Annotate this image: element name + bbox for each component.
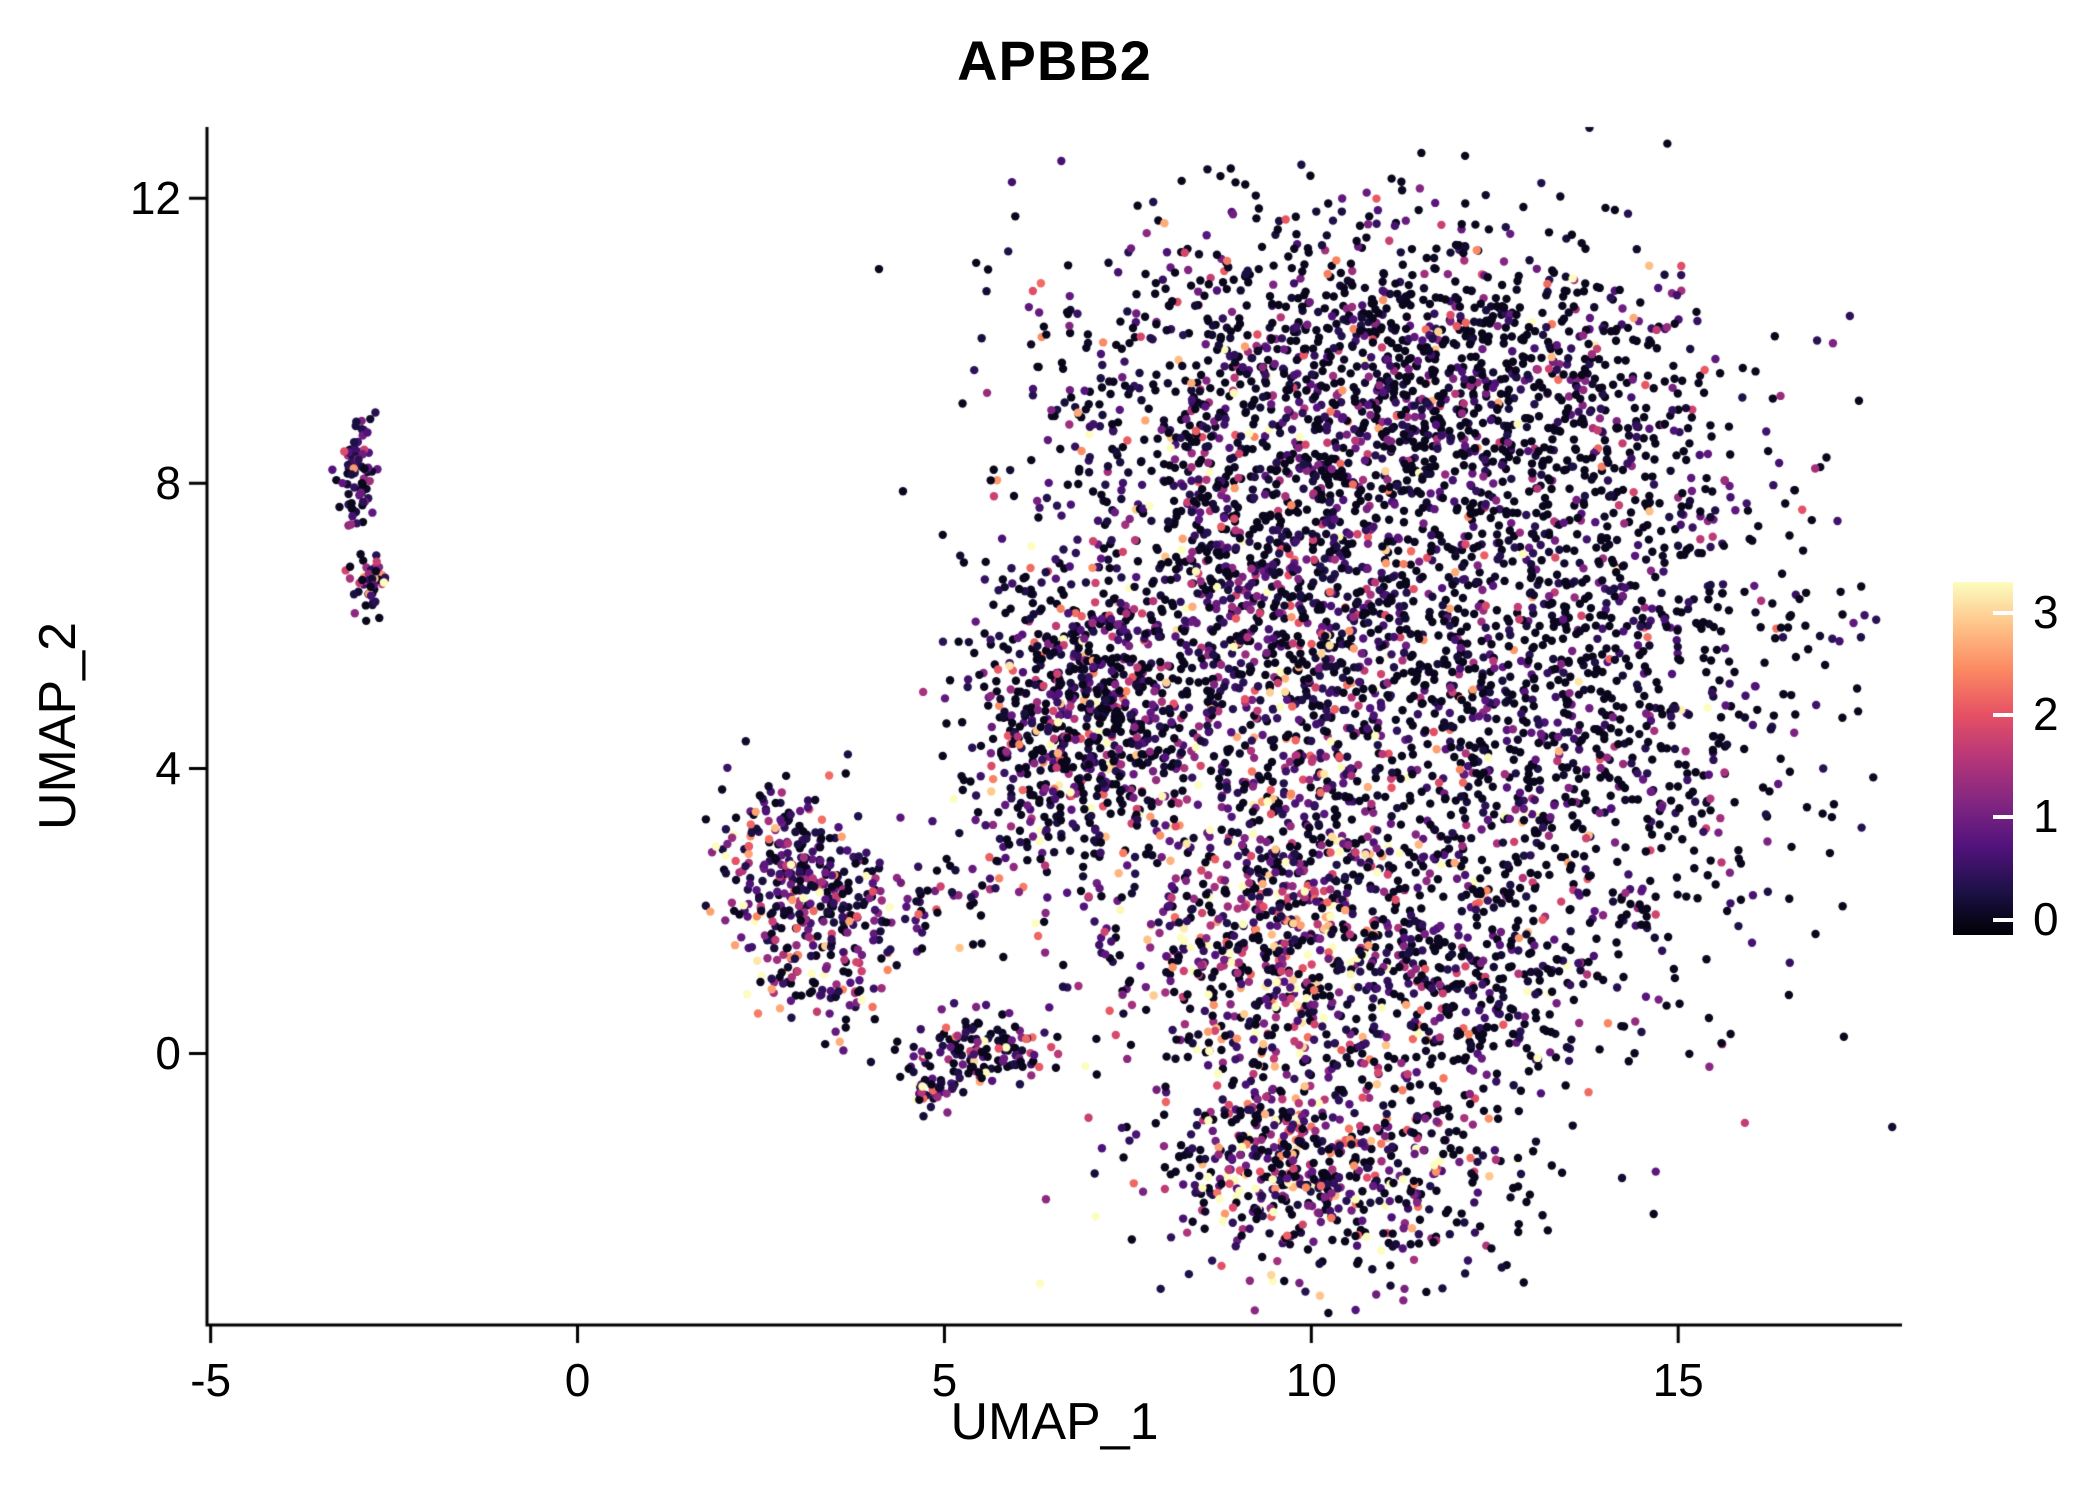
x-tick-label: 5 [931, 1354, 958, 1406]
x-tick-label: 15 [1652, 1354, 1704, 1406]
x-axis-title: UMAP_1 [950, 1393, 1159, 1451]
colorbar-tick-label: 2 [2033, 688, 2059, 740]
x-tick-label: -5 [190, 1354, 232, 1406]
y-tick-label: 0 [155, 1027, 181, 1080]
y-tick-label: 4 [155, 742, 181, 795]
y-tick-label: 12 [129, 172, 181, 225]
colorbar-tick-mark [1993, 713, 2013, 717]
colorbar-tick-mark [1993, 815, 2013, 820]
plot-title: APBB2 [957, 29, 1152, 92]
y-tick-label: 8 [155, 457, 181, 510]
colorbar-tick-label: 1 [2033, 790, 2059, 843]
colorbar-tick-label: 0 [2033, 892, 2059, 945]
colorbar-tick-mark [1993, 610, 2013, 615]
y-axis-title: UMAP_2 [29, 621, 87, 831]
colorbar-tick-mark [1993, 917, 2013, 922]
colorbar-tick-label: 3 [2033, 585, 2059, 638]
colorbar-gradient [1953, 582, 2013, 935]
x-tick-label: 0 [564, 1354, 591, 1406]
x-tick-label: 10 [1285, 1354, 1337, 1406]
